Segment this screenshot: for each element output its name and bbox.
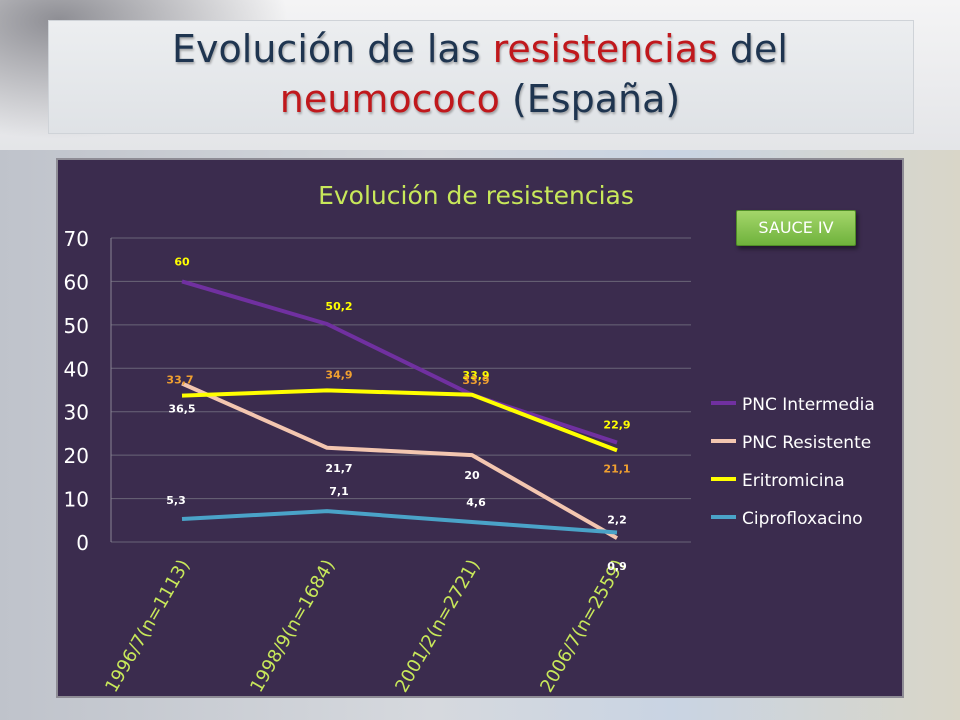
y-tick-label-30: 30: [64, 401, 89, 425]
y-tick-label-40: 40: [64, 357, 89, 381]
y-tick-label-70: 70: [64, 227, 89, 251]
y-tick-label-60: 60: [64, 270, 89, 294]
series-line-eritromicina: [181, 388, 618, 453]
data-label-3-1: 7,1: [329, 485, 349, 498]
x-tick-label-0: 1996/7(n=1113): [101, 556, 194, 696]
title-box: [48, 20, 914, 134]
legend: PNC Intermedia PNC Resistente Eritromicina…: [711, 395, 875, 529]
data-label-2-3: 21,1: [603, 462, 630, 475]
x-tick-label-1: 1998/9(n=1684): [246, 556, 339, 696]
y-tick-label-50: 50: [64, 314, 89, 338]
y-axis: 0 10 20 30 40 50 60 70: [64, 227, 112, 555]
x-tick-label-2: 2001/2(n=2721): [391, 556, 484, 696]
data-label-1-2: 20: [464, 469, 480, 482]
data-label-0-0: 60: [174, 255, 190, 268]
data-label-2-1: 34,9: [325, 368, 352, 381]
data-labels: 60 50,2 33,9 22,9 36,5 21,7 20 0,9 33,7 34,9 33,9 2…: [166, 255, 630, 573]
title-part-3: (España): [499, 77, 681, 121]
y-tick-label-10: 10: [64, 488, 89, 512]
series-line-pnc-intermedia: [181, 279, 618, 445]
title-highlight-2: neumococo: [279, 77, 500, 121]
gridlines: [111, 237, 691, 543]
y-tick-label-0: 0: [76, 531, 89, 555]
data-label-3-3: 2,2: [607, 513, 627, 526]
data-label-3-2: 4,6: [466, 496, 486, 509]
slide-title: Evolución de las resistencias del neumoc…: [48, 20, 912, 132]
title-highlight-1: resistencias: [492, 27, 718, 71]
series-layer: [181, 279, 618, 540]
sauce-iv-badge: SAUCE IV: [736, 210, 856, 246]
legend-label-0: PNC Intermedia: [742, 395, 875, 415]
title-part-2: del: [717, 27, 788, 71]
series-line-pnc-resistente: [181, 381, 618, 540]
x-axis: 1996/7(n=1113) 1998/9(n=1684) 2001/2(n=272…: [101, 556, 629, 696]
data-label-2-2: 33,9: [462, 374, 489, 387]
data-label-3-0: 5,3: [166, 494, 186, 507]
chart-frame: [56, 158, 904, 698]
series-line-ciprofloxacino: [181, 509, 618, 535]
legend-label-2: Eritromicina: [742, 471, 845, 491]
data-label-1-0: 36,5: [168, 402, 195, 415]
data-label-0-2: 33,9: [462, 369, 489, 382]
y-tick-label-20: 20: [64, 444, 89, 468]
legend-label-1: PNC Resistente: [742, 433, 871, 453]
data-label-0-3: 22,9: [603, 419, 630, 432]
data-label-1-3: 0,9: [607, 560, 627, 573]
chart-title: Evolución de resistencias: [318, 181, 634, 210]
data-label-2-0: 33,7: [166, 374, 193, 387]
data-label-1-1: 21,7: [325, 462, 352, 475]
line-chart: Evolución de resistencias 0 10 20 30 40 50 60 7…: [64, 181, 875, 696]
legend-label-3: Ciprofloxacino: [742, 509, 863, 529]
title-part-1: Evolución de las: [172, 27, 493, 71]
data-label-0-1: 50,2: [325, 300, 352, 313]
x-tick-label-3: 2006/7(n=2559): [536, 556, 629, 696]
